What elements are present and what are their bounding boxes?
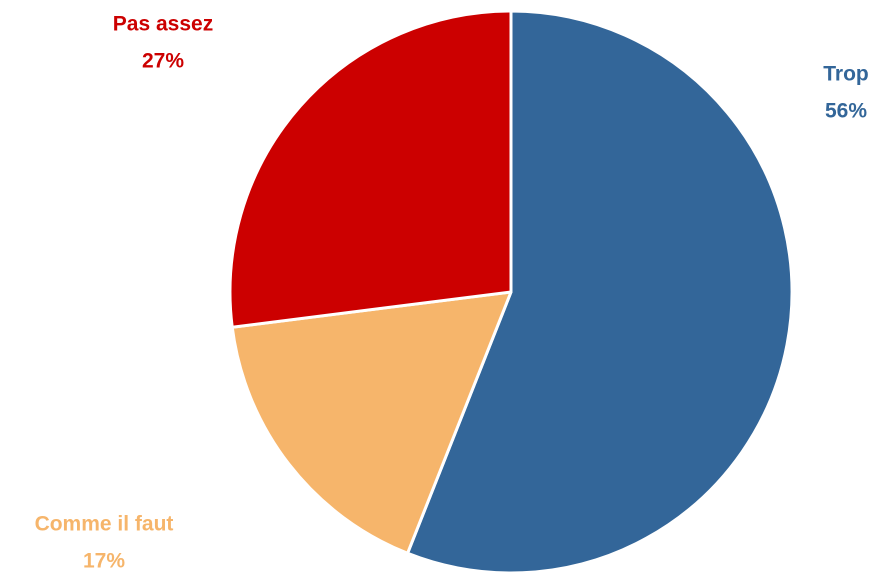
pie-slice [228,9,513,329]
slice-label: Trop [823,63,869,86]
pie-slice [406,9,794,575]
slice-label: Comme il faut [35,513,174,536]
slice-label: Pas assez [113,13,213,36]
slice-value-label: 27% [142,50,184,73]
slice-value-label: 17% [83,550,125,573]
slice-value-label: 56% [825,100,867,123]
pie-slice [230,290,513,555]
